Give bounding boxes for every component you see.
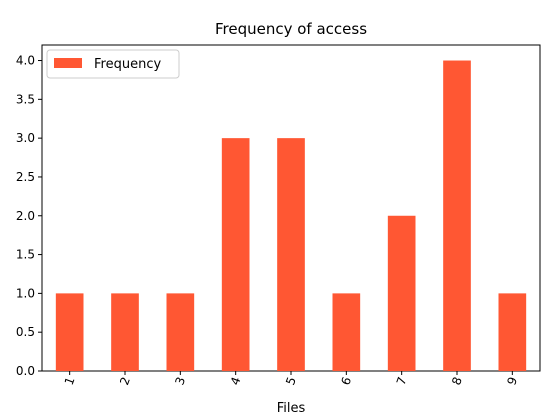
x-tick-label-7: 7: [394, 375, 410, 387]
y-axis: 0.0 0.5 1.0 1.5 2.0 2.5 3.0 3.5 4.0: [16, 54, 42, 378]
bar-2: [111, 293, 139, 371]
x-tick-label-9: 9: [504, 375, 520, 387]
bar-7: [387, 215, 416, 371]
legend-box: [46, 49, 180, 79]
chart-title: Frequency of access: [215, 20, 367, 38]
x-tick-label-3: 3: [172, 375, 188, 387]
y-tick-label-1.0: 1.0: [16, 286, 35, 300]
x-tick-label-2: 2: [117, 375, 133, 387]
y-tick-label-4.0: 4.0: [16, 54, 35, 68]
x-tick-label-8: 8: [449, 375, 465, 387]
legend-swatch: [54, 58, 82, 68]
x-tick-label-1: 1: [62, 375, 78, 387]
x-tick-label-4: 4: [228, 375, 244, 387]
legend: Frequency: [46, 49, 180, 79]
y-tick-label-0.5: 0.5: [16, 325, 35, 339]
y-tick-label-0.0: 0.0: [16, 364, 35, 378]
legend-label-frequency: Frequency: [94, 57, 161, 72]
bar-9: [498, 293, 527, 371]
x-axis: 1 2 3 4 5 6 7 8 9: [62, 371, 520, 387]
y-tick-label-3.0: 3.0: [16, 131, 35, 145]
y-tick-label-2.5: 2.5: [16, 170, 35, 184]
bar-3: [166, 293, 195, 371]
y-tick-label-3.5: 3.5: [16, 92, 35, 106]
x-tick-label-6: 6: [338, 375, 354, 387]
y-tick-label-2.0: 2.0: [16, 209, 35, 223]
x-axis-label: Files: [277, 401, 306, 416]
bar-5: [277, 138, 305, 371]
bar-8: [443, 60, 471, 372]
bars: [55, 60, 527, 372]
x-tick-label-5: 5: [283, 375, 299, 387]
bar-4: [221, 138, 250, 371]
bar-1: [55, 293, 84, 371]
bar-6: [332, 293, 361, 371]
y-tick-label-1.5: 1.5: [16, 248, 35, 262]
